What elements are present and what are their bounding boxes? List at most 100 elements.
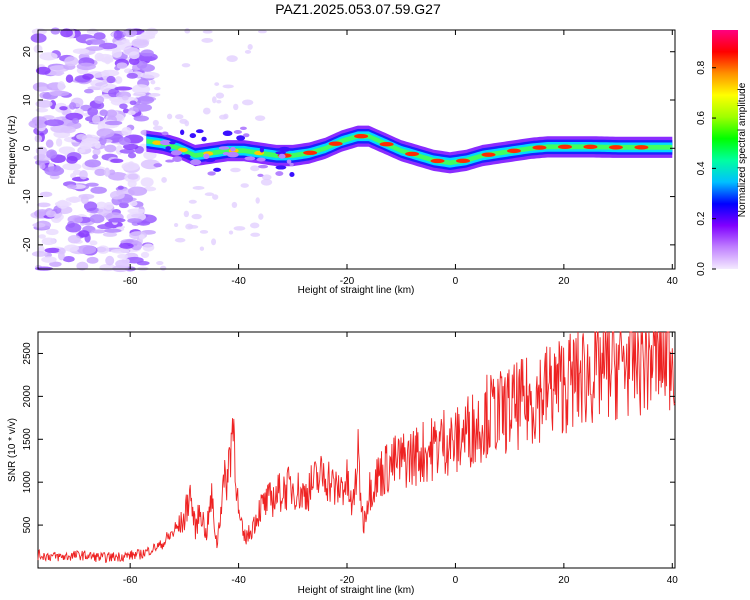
noise-blob [191,213,202,220]
noise-blob [104,167,111,177]
bottom-x-axis-label: Height of straight line (km) [298,585,415,596]
ridge-satellite [275,165,287,170]
noise-blob [199,246,205,251]
noise-blob [60,28,73,38]
noise-blob [121,95,129,101]
noise-blob [91,229,106,234]
noise-blob [247,44,253,50]
noise-blob [136,95,155,105]
noise-blob [138,234,146,240]
noise-blob [50,124,70,133]
noise-blob [91,114,101,124]
noise-blob [104,228,122,233]
ridge-peak [557,144,572,150]
bottom-y-axis: 500 1000 1500 2000 2500 [22,342,675,533]
noise-blob [86,256,99,264]
noise-blob [98,42,118,50]
noise-blob [85,46,104,52]
noise-blob [228,230,234,235]
noise-blob [119,103,128,110]
ridge-satellite [239,126,247,131]
noise-blob [102,232,118,237]
noise-blob [133,40,148,46]
x-tick-label: 40 [667,575,679,586]
noise-blob [65,196,84,203]
noise-blob [46,149,58,159]
noise-blob [222,84,234,89]
noise-blob [83,201,98,212]
noise-blob [108,217,126,223]
ridge-satellite [230,146,236,152]
noise-blob [179,118,188,124]
noise-blob [55,138,63,147]
noise-blob [214,82,220,86]
colorbar-tick-label: 0.8 [696,60,707,74]
ridge-satellite [256,157,266,162]
noise-blob [79,141,93,150]
ridge-peak [481,152,496,157]
noise-blob [76,134,87,140]
noise-blob [105,255,115,266]
y-tick-label: 20 [22,46,33,58]
noise-blob [84,88,94,94]
ridge-satellite [289,171,295,178]
noise-blob [44,166,65,177]
ridge-satellite [278,153,286,159]
noise-blob [45,210,57,218]
noise-blob [152,119,159,127]
ridge-peak [532,145,547,150]
noise-blob [82,73,94,80]
noise-blob [136,261,150,266]
noise-blob [250,165,260,172]
top-x-axis-label: Height of straight line (km) [298,285,415,296]
noise-blob [72,48,90,55]
ridge-peak [379,141,394,147]
noise-blob [35,107,49,113]
x-tick-label: -40 [231,575,246,586]
noise-blob [257,30,267,34]
x-tick-label: -60 [123,575,138,586]
ridge-satellite [222,151,230,156]
noise-blob [241,99,254,106]
noise-blob [99,109,108,116]
x-tick-label: 20 [558,276,570,287]
noise-blob [115,259,130,269]
ridge-satellite [180,129,185,136]
x-tick-label: 0 [453,276,459,287]
noise-blob [127,208,146,214]
noise-blob [127,186,148,196]
ridge-band-core [146,133,673,166]
ridge-peak [583,144,598,150]
ridge-peak [456,158,471,164]
noise-blob [39,191,53,198]
noise-blob [142,243,155,252]
noise-blob [93,32,106,40]
x-tick-label: -60 [123,276,138,287]
noise-blob [96,245,110,254]
noise-blob [117,185,124,190]
noise-blob [119,242,134,249]
x-tick-label: -20 [340,575,355,586]
ridge-satellite [207,171,216,176]
ridge-satellite [222,130,233,137]
y-tick-label: 1500 [22,428,33,451]
ridge-peak [328,141,343,146]
noise-blob [45,139,54,148]
noise-blob [32,222,46,228]
noise-blob [166,113,173,120]
noise-blob [64,244,80,252]
noise-blob [84,159,101,168]
y-tick-label: 500 [22,516,33,533]
noise-blob [233,103,239,111]
noise-blob [104,201,114,210]
noise-blob [87,106,99,117]
noise-blob [76,62,96,71]
noise-blob [255,197,260,204]
ridge-satellite [172,156,183,163]
y-tick-label: 10 [22,94,33,106]
bottom-y-axis-label: SNR (10 * v/v) [7,418,18,482]
ridge-satellite [153,163,163,168]
heatmap-frame [37,29,676,270]
noise-blob [202,107,211,115]
noise-blob [78,230,90,238]
